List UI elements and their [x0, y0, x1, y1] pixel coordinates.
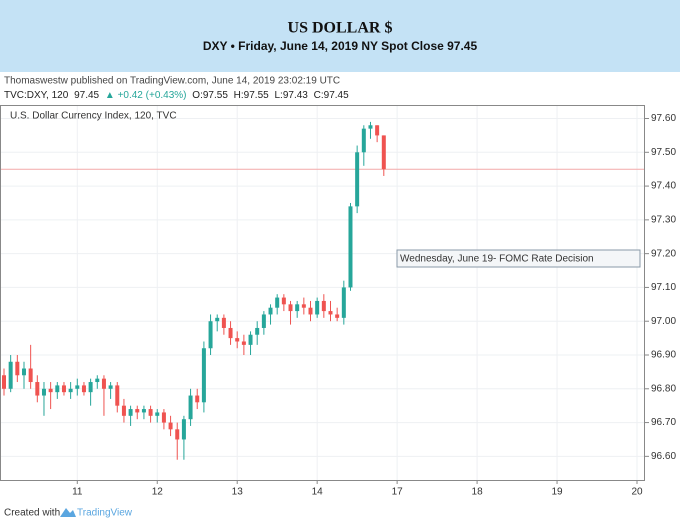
- candle-body: [141, 409, 146, 413]
- change: ▲ +0.42 (+0.43%): [105, 90, 187, 101]
- y-tick-label: 96.80: [651, 383, 676, 394]
- x-tick-label: 20: [631, 487, 643, 498]
- candle-body: [188, 395, 193, 420]
- candle-body: [75, 385, 80, 389]
- candle-body: [48, 388, 53, 393]
- x-tick-label: 11: [72, 487, 83, 498]
- candle-body: [308, 307, 313, 315]
- low: L:97.43: [274, 90, 308, 101]
- annotation-box: [396, 249, 641, 268]
- candle-body: [161, 412, 166, 423]
- candle-body: [215, 317, 220, 322]
- candle-body: [341, 287, 346, 318]
- symbol: TVC:DXY, 120: [4, 90, 69, 101]
- footer-created: Created with: [4, 508, 60, 519]
- x-tick-label: 19: [551, 487, 563, 498]
- candle-body: [81, 385, 86, 393]
- subtitle: DXY • Friday, June 14, 2019 NY Spot Clos…: [203, 39, 478, 53]
- candle-body: [315, 300, 320, 315]
- x-tick-label: 14: [312, 487, 324, 498]
- candle-body: [61, 385, 66, 393]
- candle-body: [381, 135, 386, 170]
- candle-body: [68, 388, 73, 393]
- candle-body: [275, 297, 280, 308]
- y-tick-label: 97.20: [651, 248, 676, 259]
- candle-body: [201, 348, 206, 403]
- candle-body: [248, 334, 253, 345]
- candle-body: [148, 409, 153, 416]
- candle-body: [21, 368, 26, 376]
- x-tick-label: 18: [472, 487, 484, 498]
- last: 97.45: [74, 90, 99, 101]
- candle-body: [128, 409, 133, 416]
- y-tick-label: 96.70: [651, 417, 676, 428]
- legend: U.S. Dollar Currency Index, 120, TVC: [10, 111, 177, 122]
- candle-body: [241, 341, 246, 345]
- plot: [0, 105, 645, 480]
- candle-body: [228, 327, 233, 339]
- candle-body: [121, 405, 126, 416]
- header-band: [0, 0, 680, 72]
- published-line: Thomaswestw published on TradingView.com…: [4, 76, 340, 87]
- candle-body: [88, 382, 93, 393]
- y-tick-label: 96.60: [651, 451, 676, 462]
- plot-border: [0, 105, 645, 481]
- candle-body: [208, 321, 213, 349]
- candle-body: [301, 304, 306, 308]
- candle-body: [261, 314, 266, 328]
- candle-body: [288, 304, 293, 312]
- high: H:97.55: [234, 90, 269, 101]
- candle-body: [168, 422, 173, 430]
- candle-body: [255, 327, 260, 335]
- x-tick-label: 13: [232, 487, 244, 498]
- tv-logo: [60, 508, 76, 517]
- y-tick-label: 96.90: [651, 350, 676, 361]
- candle-body: [335, 314, 340, 318]
- annotation-text: Wednesday, June 19- FOMC Rate Decision: [400, 254, 594, 265]
- close: C:97.45: [314, 90, 349, 101]
- candle-body: [375, 125, 380, 136]
- y-tick-label: 97.50: [651, 147, 676, 158]
- candle-body: [355, 152, 360, 207]
- y-tick-label: 97.40: [651, 181, 676, 192]
- candle-body: [181, 419, 186, 440]
- footer-brand: TradingView: [77, 508, 133, 519]
- x-tick-label: 17: [392, 487, 404, 498]
- open: O:97.55: [192, 90, 228, 101]
- candle-body: [101, 378, 106, 389]
- candle-body: [135, 409, 140, 413]
- candle-body: [115, 385, 120, 406]
- x-tick-label: 12: [152, 487, 164, 498]
- y-tick-label: 97.30: [651, 215, 676, 226]
- candle-body: [108, 385, 113, 389]
- y-tick-label: 97.10: [651, 282, 676, 293]
- candle-body: [155, 412, 160, 416]
- candle-body: [328, 311, 333, 315]
- candle-body: [221, 317, 226, 328]
- candle-body: [235, 338, 240, 342]
- candle-body: [41, 388, 46, 396]
- candle-body: [295, 304, 300, 312]
- title: US DOLLAR $: [288, 20, 393, 37]
- candle-body: [1, 375, 6, 389]
- candle-body: [321, 300, 326, 312]
- candle-body: [281, 297, 286, 305]
- candle-body: [361, 128, 366, 153]
- y-tick-label: 97.60: [651, 113, 676, 124]
- candle-body: [348, 206, 353, 288]
- candle-body: [95, 378, 100, 383]
- candle-body: [15, 361, 20, 376]
- candle-body: [8, 361, 13, 389]
- y-tick-label: 97.00: [651, 316, 676, 327]
- info-line: TVC:DXY, 120 97.45 ▲ +0.42 (+0.43%) O:97…: [4, 90, 349, 101]
- candle-body: [268, 307, 273, 315]
- candle-body: [55, 385, 60, 393]
- candle-body: [175, 429, 180, 440]
- candle-body: [368, 125, 373, 129]
- candle-body: [35, 382, 40, 396]
- annotation: Wednesday, June 19- FOMC Rate Decision: [396, 249, 641, 268]
- candle-body: [28, 368, 33, 383]
- candle-body: [195, 395, 200, 403]
